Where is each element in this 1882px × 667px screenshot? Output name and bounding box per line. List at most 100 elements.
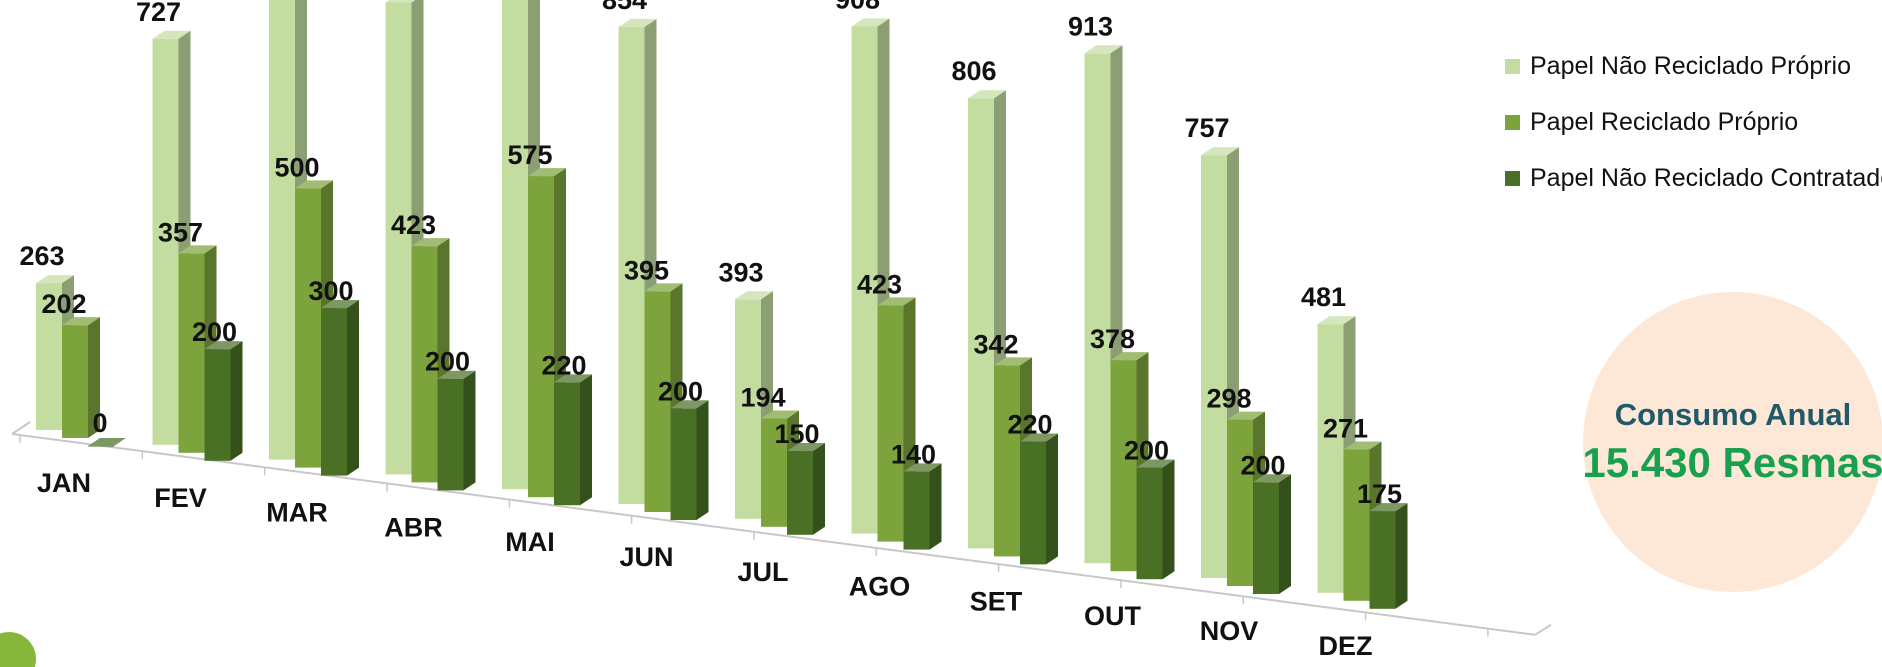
bar-nov-papel-nao-reciclado-contratado: [1253, 474, 1291, 594]
x-tick-label: SET: [970, 586, 1023, 616]
bar-group-jun: [618, 19, 709, 520]
bar-front-face: [1136, 467, 1163, 580]
bar-side-face: [1162, 459, 1175, 580]
data-label: 220: [1007, 410, 1052, 440]
bar-side-face: [88, 317, 100, 438]
data-label: 271: [1323, 413, 1368, 443]
data-label: 481: [1301, 282, 1346, 312]
data-label: 342: [973, 329, 1018, 359]
chart-floor: [11, 421, 1552, 637]
data-label: 908: [835, 0, 880, 14]
bar-front-face: [877, 305, 904, 542]
data-label: 175: [1357, 479, 1402, 509]
bar-front-face: [1084, 53, 1111, 564]
bar-front-face: [269, 0, 295, 460]
bar-top-face: [903, 463, 942, 472]
bar-top-face: [787, 443, 825, 452]
data-label: 194: [740, 382, 785, 412]
bar-front-face: [1343, 449, 1370, 601]
bar-top-face: [88, 438, 126, 446]
bar-side-face: [580, 374, 592, 506]
bar-front-face: [670, 408, 697, 520]
data-label: 913: [1068, 11, 1113, 41]
data-label: 357: [158, 217, 203, 247]
bar-dez-papel-nao-reciclado-contratado: [1369, 503, 1408, 609]
bar-top-face: [204, 341, 243, 350]
data-label: 378: [1090, 324, 1135, 354]
data-label: 500: [274, 152, 319, 182]
data-label: 202: [41, 289, 86, 319]
floor-left-edge: [11, 421, 31, 435]
bar-jul-papel-nao-reciclado-contratado: [787, 443, 825, 535]
chart-labels: 2632020JAN727357200FEV928500300MAR845423…: [19, 0, 1402, 661]
data-label: 298: [1206, 384, 1251, 414]
x-tick-label: JUN: [619, 542, 673, 572]
data-label: 423: [857, 269, 902, 299]
bar-top-face: [178, 245, 217, 254]
bar-front-face: [437, 378, 464, 491]
bar-top-face: [1201, 147, 1239, 156]
bar-jan-papel-reciclado-proprio: [62, 317, 100, 438]
bar-top-face: [385, 0, 416, 3]
bar-front-face: [411, 246, 438, 483]
bar-side-face: [1395, 503, 1408, 609]
x-tick-label: ABR: [384, 512, 443, 542]
bar-top-face: [1317, 316, 1356, 325]
bar-group-mai: [502, 0, 592, 506]
bar-front-face: [1317, 324, 1344, 593]
bar-front-face: [36, 283, 62, 430]
bar-top-face: [851, 18, 890, 27]
data-label: 757: [1184, 113, 1229, 143]
data-label: 0: [92, 408, 107, 438]
bar-top-face: [994, 357, 1032, 366]
data-label: 200: [425, 347, 470, 377]
bar-group-fev: [152, 30, 243, 461]
bar-top-face: [437, 370, 476, 379]
bar-top-face: [1253, 474, 1291, 483]
bar-abr-papel-nao-reciclado-contratado: [437, 370, 476, 491]
bar-side-face: [813, 443, 825, 535]
bar-group-set: [968, 90, 1058, 565]
x-tick-label: DEZ: [1319, 631, 1373, 661]
data-label: 200: [1124, 436, 1169, 466]
bar-front-face: [385, 2, 412, 475]
bar-group-jul: [735, 291, 825, 535]
bar-front-face: [761, 418, 787, 527]
x-tick-label: MAR: [266, 498, 328, 528]
bar-side-face: [463, 370, 476, 491]
bar-front-face: [851, 26, 878, 534]
chart-legend: Papel Não Reciclado Próprio Papel Recicla…: [1505, 38, 1882, 206]
bar-side-face: [230, 341, 243, 461]
legend-item: Papel Reciclado Próprio: [1505, 94, 1882, 150]
bar-front-face: [62, 325, 88, 438]
bar-side-face: [1046, 433, 1058, 565]
data-label: 854: [602, 0, 647, 15]
bar-group-dez: [1317, 316, 1408, 609]
bar-set-papel-nao-reciclado-contratado: [1020, 433, 1058, 565]
bar-front-face: [618, 27, 645, 504]
bar-side-face: [929, 463, 942, 550]
bar-top-face: [735, 291, 773, 300]
bar-top-face: [618, 19, 657, 28]
data-label: 300: [308, 276, 353, 306]
bar-top-face: [62, 317, 100, 326]
data-label: 423: [391, 210, 436, 240]
data-label: 220: [541, 350, 586, 380]
bar-side-face: [696, 400, 709, 520]
legend-swatch: [1505, 58, 1520, 74]
x-tick-label: NOV: [1200, 616, 1259, 646]
data-label: 575: [507, 140, 552, 170]
bar-top-face: [644, 283, 683, 292]
data-label: 200: [192, 317, 237, 347]
bar-front-face: [903, 471, 930, 550]
bar-front-face: [1227, 419, 1253, 586]
bar-front-face: [644, 291, 671, 512]
bar-front-face: [321, 308, 347, 476]
bar-out-papel-nao-reciclado-contratado: [1136, 459, 1175, 580]
x-tick-label: JUL: [737, 557, 788, 587]
data-label: 140: [891, 439, 936, 469]
bar-top-face: [36, 275, 74, 284]
legend-label: Papel Reciclado Próprio: [1530, 107, 1799, 136]
